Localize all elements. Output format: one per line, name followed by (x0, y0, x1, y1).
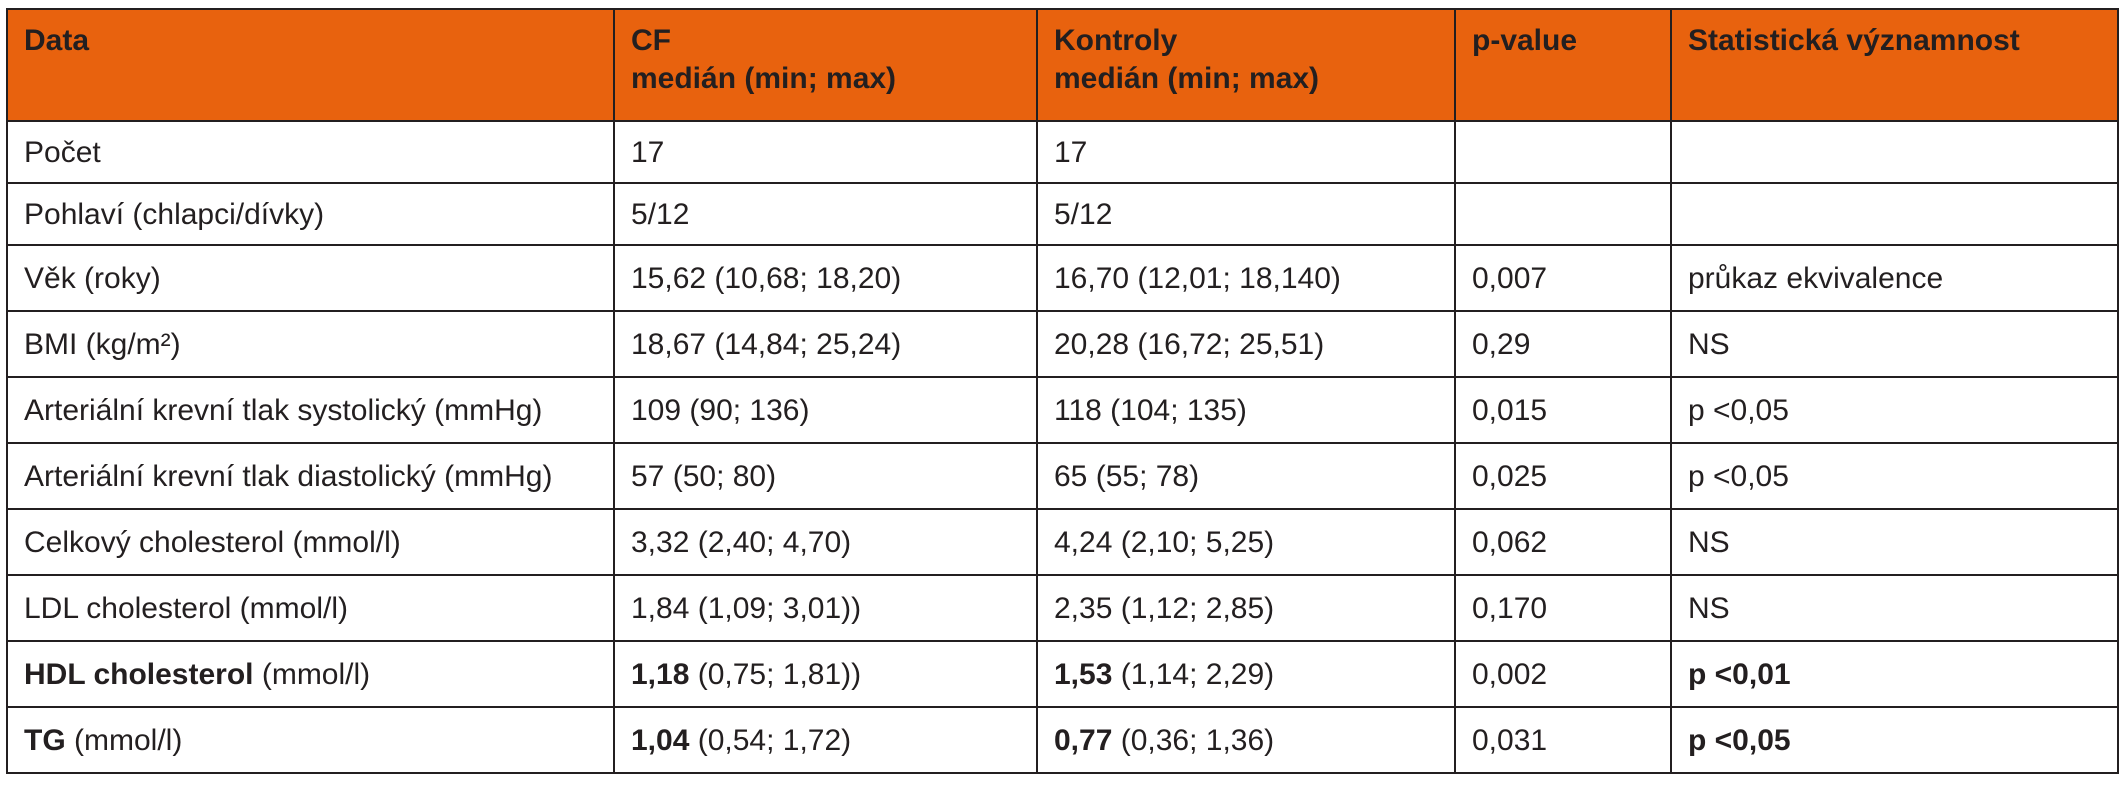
cf-value: 15,62 (10,68; 18,20) (613, 244, 1038, 312)
p-value: 0,062 (1454, 508, 1672, 576)
p-value: 0,170 (1454, 574, 1672, 642)
cf-value: 3,32 (2,40; 4,70) (613, 508, 1038, 576)
header-significance: Statistická významnost (1670, 8, 2119, 122)
row-label: Věk (roky) (6, 244, 615, 312)
control-value: 0,77 (0,36; 1,36) (1036, 706, 1456, 774)
significance (1670, 182, 2119, 246)
header-controls-title: Kontroly (1054, 24, 1178, 57)
cf-value: 18,67 (14,84; 25,24) (613, 310, 1038, 378)
significance: p <0,05 (1670, 376, 2119, 444)
table-row: TG (mmol/l) 1,04 (0,54; 1,72) 0,77 (0,36… (6, 706, 2119, 774)
row-label-bold: TG (24, 724, 66, 757)
cf-value: 5/12 (613, 182, 1038, 246)
header-controls-subtitle: medián (min; max) (1054, 62, 1320, 95)
control-value: 65 (55; 78) (1036, 442, 1456, 510)
header-p-value: p-value (1454, 8, 1672, 122)
p-value: 0,007 (1454, 244, 1672, 312)
control-value: 4,24 (2,10; 5,25) (1036, 508, 1456, 576)
table-row: Arteriální krevní tlak systolický (mmHg)… (6, 376, 2119, 444)
significance: p <0,05 (1670, 706, 2119, 774)
control-value: 2,35 (1,12; 2,85) (1036, 574, 1456, 642)
table-row: HDL cholesterol (mmol/l) 1,18 (0,75; 1,8… (6, 640, 2119, 708)
cf-range: (0,54; 1,72) (689, 724, 852, 757)
header-row: Data CF medián (min; max) Kontroly mediá… (6, 8, 2119, 122)
significance: NS (1670, 508, 2119, 576)
data-table: Data CF medián (min; max) Kontroly mediá… (6, 8, 2119, 774)
p-value: 0,015 (1454, 376, 1672, 444)
control-value: 20,28 (16,72; 25,51) (1036, 310, 1456, 378)
table-row: LDL cholesterol (mmol/l) 1,84 (1,09; 3,0… (6, 574, 2119, 642)
significance (1670, 120, 2119, 184)
control-median: 0,77 (1054, 724, 1113, 757)
row-label: Celkový cholesterol (mmol/l) (6, 508, 615, 576)
row-label-bold: HDL cholesterol (24, 658, 254, 691)
control-range: (0,36; 1,36) (1112, 724, 1275, 757)
table-row: BMI (kg/m²) 18,67 (14,84; 25,24) 20,28 (… (6, 310, 2119, 378)
table-row: Pohlaví (chlapci/dívky) 5/12 5/12 (6, 182, 2119, 246)
cf-value: 1,84 (1,09; 3,01)) (613, 574, 1038, 642)
significance: NS (1670, 310, 2119, 378)
row-label: Arteriální krevní tlak systolický (mmHg) (6, 376, 615, 444)
header-data: Data (6, 8, 615, 122)
significance: p <0,01 (1670, 640, 2119, 708)
table-body: Počet 17 17 Pohlaví (chlapci/dívky) 5/12… (6, 120, 2119, 774)
control-median: 1,53 (1054, 658, 1113, 691)
cf-range: (0,75; 1,81)) (689, 658, 862, 691)
p-value: 0,025 (1454, 442, 1672, 510)
significance: průkaz ekvivalence (1670, 244, 2119, 312)
row-label: LDL cholesterol (mmol/l) (6, 574, 615, 642)
p-value (1454, 182, 1672, 246)
row-label-unit: (mmol/l) (253, 658, 371, 691)
row-label-unit: (mmol/l) (65, 724, 183, 757)
table-row: Věk (roky) 15,62 (10,68; 18,20) 16,70 (1… (6, 244, 2119, 312)
p-value: 0,29 (1454, 310, 1672, 378)
cf-value: 109 (90; 136) (613, 376, 1038, 444)
control-range: (1,14; 2,29) (1112, 658, 1275, 691)
row-label: Pohlaví (chlapci/dívky) (6, 182, 615, 246)
cf-value: 17 (613, 120, 1038, 184)
cf-median: 1,18 (631, 658, 690, 691)
table-row: Arteriální krevní tlak diastolický (mmHg… (6, 442, 2119, 510)
cf-value: 1,18 (0,75; 1,81)) (613, 640, 1038, 708)
row-label: HDL cholesterol (mmol/l) (6, 640, 615, 708)
control-value: 5/12 (1036, 182, 1456, 246)
table-row: Celkový cholesterol (mmol/l) 3,32 (2,40;… (6, 508, 2119, 576)
cf-median: 1,04 (631, 724, 690, 757)
header-cf: CF medián (min; max) (613, 8, 1038, 122)
control-value: 1,53 (1,14; 2,29) (1036, 640, 1456, 708)
p-value (1454, 120, 1672, 184)
row-label: TG (mmol/l) (6, 706, 615, 774)
p-value: 0,002 (1454, 640, 1672, 708)
header-cf-title: CF (631, 24, 671, 57)
row-label: BMI (kg/m²) (6, 310, 615, 378)
control-value: 118 (104; 135) (1036, 376, 1456, 444)
cf-value: 57 (50; 80) (613, 442, 1038, 510)
table-row: Počet 17 17 (6, 120, 2119, 184)
significance: NS (1670, 574, 2119, 642)
table-header: Data CF medián (min; max) Kontroly mediá… (6, 8, 2119, 122)
row-label: Počet (6, 120, 615, 184)
control-value: 16,70 (12,01; 18,140) (1036, 244, 1456, 312)
header-controls: Kontroly medián (min; max) (1036, 8, 1456, 122)
control-value: 17 (1036, 120, 1456, 184)
header-cf-subtitle: medián (min; max) (631, 62, 897, 95)
row-label: Arteriální krevní tlak diastolický (mmHg… (6, 442, 615, 510)
cf-value: 1,04 (0,54; 1,72) (613, 706, 1038, 774)
p-value: 0,031 (1454, 706, 1672, 774)
significance: p <0,05 (1670, 442, 2119, 510)
